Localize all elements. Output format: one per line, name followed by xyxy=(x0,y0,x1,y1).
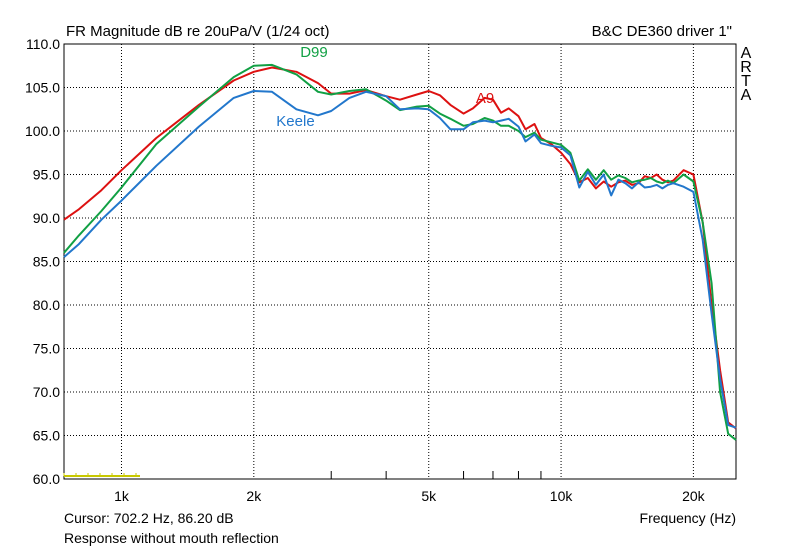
x-tick-label: 20k xyxy=(682,488,706,504)
y-tick-label: 85.0 xyxy=(33,254,60,270)
chart-subtitle: B&C DE360 driver 1" xyxy=(592,23,732,40)
series-line-keele xyxy=(63,90,737,429)
brand-letter: R xyxy=(740,59,752,76)
tick-layer: 60.0 65.0 70.0 75.0 80.0 85.0 90.0 95.0 100.0 105… xyxy=(25,36,706,504)
x-axis-label: Frequency (Hz) xyxy=(640,510,736,526)
y-tick-label: 100.0 xyxy=(25,123,60,139)
brand-letter: A xyxy=(741,87,752,104)
x-tick-label: 10k xyxy=(550,488,574,504)
chart-title: FR Magnitude dB re 20uPa/V (1/24 oct) xyxy=(66,23,329,40)
x-tick-label: 5k xyxy=(421,488,437,504)
y-tick-label: 105.0 xyxy=(25,80,60,96)
y-tick-label: 110.0 xyxy=(26,36,60,52)
y-tick-label: 60.0 xyxy=(33,471,60,487)
brand-letter: A xyxy=(741,45,752,62)
y-tick-label: 70.0 xyxy=(33,384,60,400)
y-tick-label: 75.0 xyxy=(33,341,60,357)
series-label-layer: D99 A9 Keele xyxy=(276,44,494,130)
cursor-readout: Cursor: 702.2 Hz, 86.20 dB xyxy=(64,510,234,526)
y-tick-label: 95.0 xyxy=(33,167,60,183)
series-label-d99: D99 xyxy=(300,44,328,61)
x-tick-label: 2k xyxy=(246,488,262,504)
series-line-d99 xyxy=(63,63,737,441)
footer-note: Response without mouth reflection xyxy=(64,530,279,546)
series-line-a9 xyxy=(63,66,737,430)
series-label-a9: A9 xyxy=(476,90,494,107)
series-label-keele: Keele xyxy=(276,113,314,130)
y-tick-label: 90.0 xyxy=(33,210,60,226)
series-layer xyxy=(63,63,737,441)
x-tick-label: 1k xyxy=(114,488,130,504)
y-tick-label: 65.0 xyxy=(33,428,60,444)
y-tick-label: 80.0 xyxy=(33,297,60,313)
brand-letter: T xyxy=(741,73,751,90)
grid-layer xyxy=(64,44,736,479)
plot-area-frame xyxy=(63,43,737,480)
